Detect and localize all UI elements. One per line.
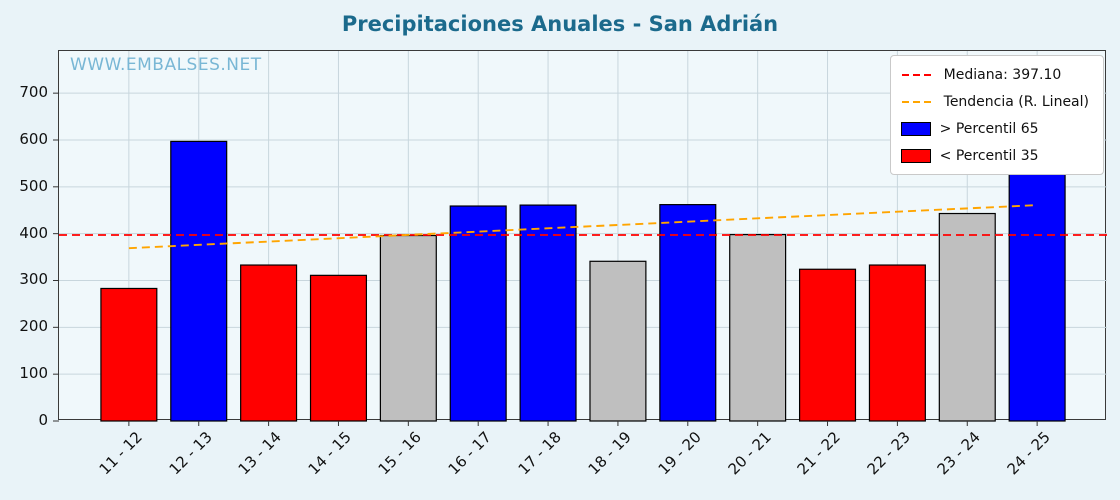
legend-item: < Percentil 35 [900,145,1089,166]
bar-11-12 [100,287,158,422]
legend-patch-sample [900,121,931,136]
bar-18-19 [589,260,647,422]
bar-19-20 [659,204,717,422]
x-tick-label: 17 - 18 [514,428,565,479]
legend-item: Mediana: 397.10 [901,64,1089,85]
x-tick-label: 20 - 21 [724,428,775,479]
legend-label: > Percentil 65 [939,120,1039,137]
legend-patch-sample [900,148,931,163]
y-tick-label: 700 [19,83,48,102]
x-tick-label: 11 - 12 [95,428,146,479]
x-tick-label: 19 - 20 [654,428,705,479]
y-tick-label: 100 [19,364,48,383]
x-tick-label: 16 - 17 [444,428,495,479]
x-tick-label: 23 - 24 [933,428,985,479]
x-tick-label: 14 - 15 [304,428,356,479]
bar-14-15 [309,274,368,422]
x-tick-label: 21 - 22 [793,428,845,479]
bar-16-17 [449,205,507,422]
x-tick-label: 13 - 14 [235,428,286,479]
legend-line-sample [901,100,934,103]
bar-12-13 [170,140,228,422]
bar-22-23 [868,264,926,422]
legend-item: > Percentil 65 [900,118,1089,139]
x-tick-label: 18 - 19 [584,428,635,479]
bar-13-14 [240,264,298,422]
legend: Mediana: 397.10 Tendencia (R. Lineal) > Pe… [889,55,1104,175]
bar-23-24 [938,212,996,422]
y-tick-label: 500 [19,176,48,195]
y-tick-label: 600 [19,129,48,148]
x-tick-label: 12 - 13 [165,428,216,479]
y-tick-label: 0 [38,411,48,429]
legend-line-sample [901,73,934,76]
bar-15-16 [379,234,437,422]
x-tick-label: 15 - 16 [374,428,426,479]
legend-label: < Percentil 35 [939,147,1039,164]
watermark: WWW.EMBALSES.NET [70,55,262,75]
y-tick-label: 300 [19,270,48,289]
legend-label: Tendencia (R. Lineal) [943,93,1089,110]
y-tick-label: 400 [19,223,48,242]
legend-label: Mediana: 397.10 [943,66,1062,83]
chart-title: Precipitaciones Anuales - San Adrián [341,12,779,36]
x-tick-label: 24 - 25 [1003,428,1054,479]
trend-line [128,204,1038,250]
bar-17-18 [519,204,577,422]
legend-item: Tendencia (R. Lineal) [901,91,1089,112]
plot-canvas [53,51,1107,426]
x-tick-label: 22 - 23 [863,428,915,479]
bar-20-21 [729,233,787,422]
y-tick-label: 200 [19,317,48,336]
bar-21-22 [798,268,857,422]
